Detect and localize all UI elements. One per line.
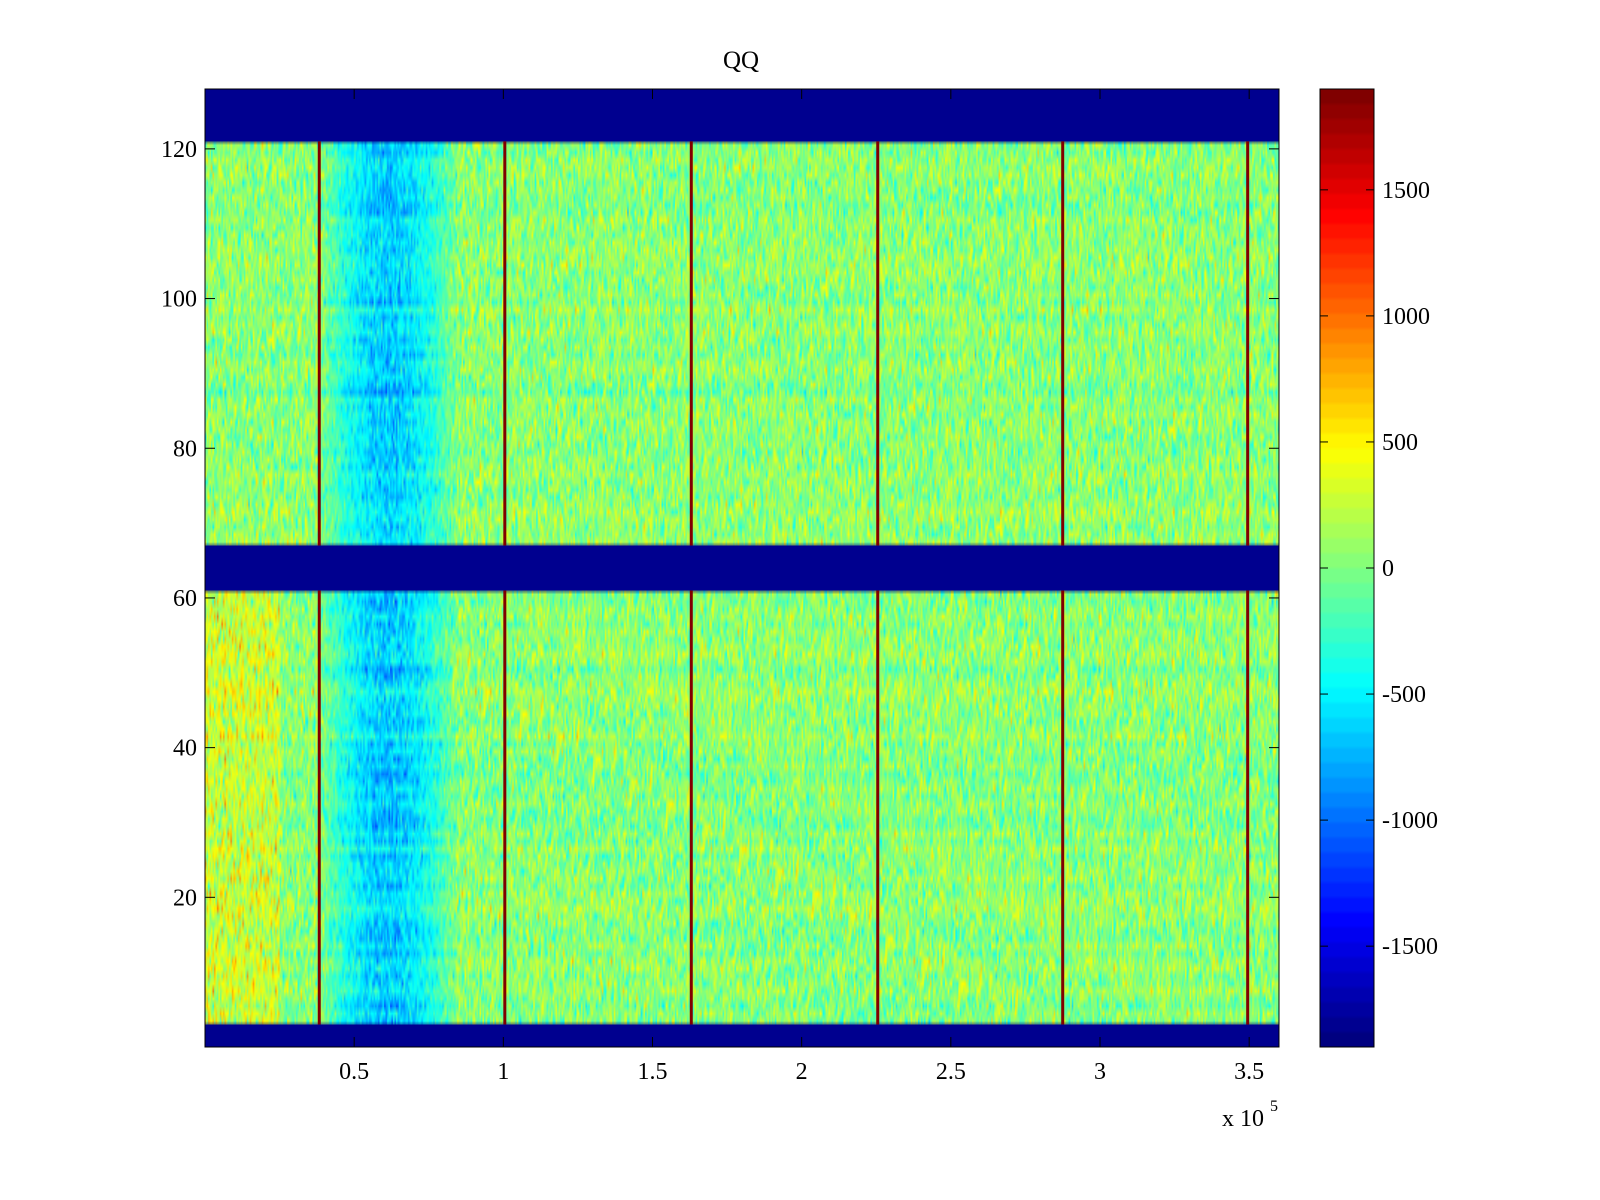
masked-band-2 — [205, 89, 1279, 142]
x-tick-label-6: 3.5 — [1234, 1059, 1264, 1085]
y-tick-label-3: 80 — [173, 436, 197, 462]
colorbar-ticks: 1500 1000 500 0 -500 -1000 -1500 — [1320, 178, 1438, 960]
heatmap-plot-area — [204, 88, 1280, 1048]
colorbar-tick-label-1: 1000 — [1382, 304, 1430, 330]
x-tick-label-0: 0.5 — [339, 1059, 369, 1085]
y-tick-label-2: 60 — [173, 586, 197, 612]
x-tick-label-4: 2.5 — [936, 1059, 966, 1085]
colorbar-tick-label-3: 0 — [1382, 556, 1394, 582]
x-multiplier-base: x 10 — [1222, 1106, 1264, 1132]
plot-frame — [204, 88, 1280, 1048]
x-axis: 0.5 1 1.5 2 2.5 3 3.5 — [339, 89, 1264, 1085]
x-tick-label-5: 3 — [1094, 1059, 1106, 1085]
x-multiplier-exponent: 5 — [1270, 1098, 1278, 1115]
colorbar-tick-label-0: 1500 — [1382, 178, 1430, 204]
x-multiplier: x 10 5 — [1222, 1098, 1278, 1132]
y-tick-label-0: 20 — [173, 885, 197, 911]
colorbar-tick-label-6: -1500 — [1382, 934, 1438, 960]
colorbar-tick-label-2: 500 — [1382, 430, 1418, 456]
x-tick-label-1: 1 — [497, 1059, 509, 1085]
y-tick-label-5: 120 — [161, 137, 197, 163]
x-tick-label-2: 1.5 — [638, 1059, 668, 1085]
colorbar-tick-label-4: -500 — [1382, 682, 1426, 708]
colorbar: 1500 1000 500 0 -500 -1000 -1500 — [1319, 88, 1438, 1048]
y-axis: 20 40 60 80 100 120 — [161, 137, 1279, 911]
colorbar-tick-label-5: -1000 — [1382, 808, 1438, 834]
x-tick-label-3: 2 — [796, 1059, 808, 1085]
spike-lines — [317, 141, 1250, 1025]
masked-band-0 — [205, 1024, 1279, 1047]
colorbar-gradient — [1320, 89, 1374, 1047]
chart-title: QQ — [723, 47, 759, 74]
masked-band-1 — [205, 545, 1279, 591]
y-tick-label-1: 40 — [173, 736, 197, 762]
y-tick-label-4: 100 — [161, 287, 197, 313]
